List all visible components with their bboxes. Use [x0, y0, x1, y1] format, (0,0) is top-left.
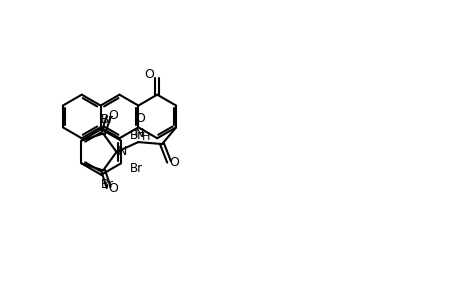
Text: O: O [169, 156, 179, 170]
Text: O: O [135, 112, 145, 125]
Text: O: O [108, 109, 118, 122]
Text: Br: Br [129, 162, 142, 175]
Text: Br: Br [101, 113, 114, 126]
Text: O: O [108, 182, 118, 195]
Text: Br: Br [129, 129, 142, 142]
Text: N: N [134, 127, 144, 140]
Text: N: N [118, 146, 127, 158]
Text: H: H [142, 132, 150, 142]
Text: O: O [144, 68, 154, 81]
Text: Br: Br [101, 178, 114, 191]
